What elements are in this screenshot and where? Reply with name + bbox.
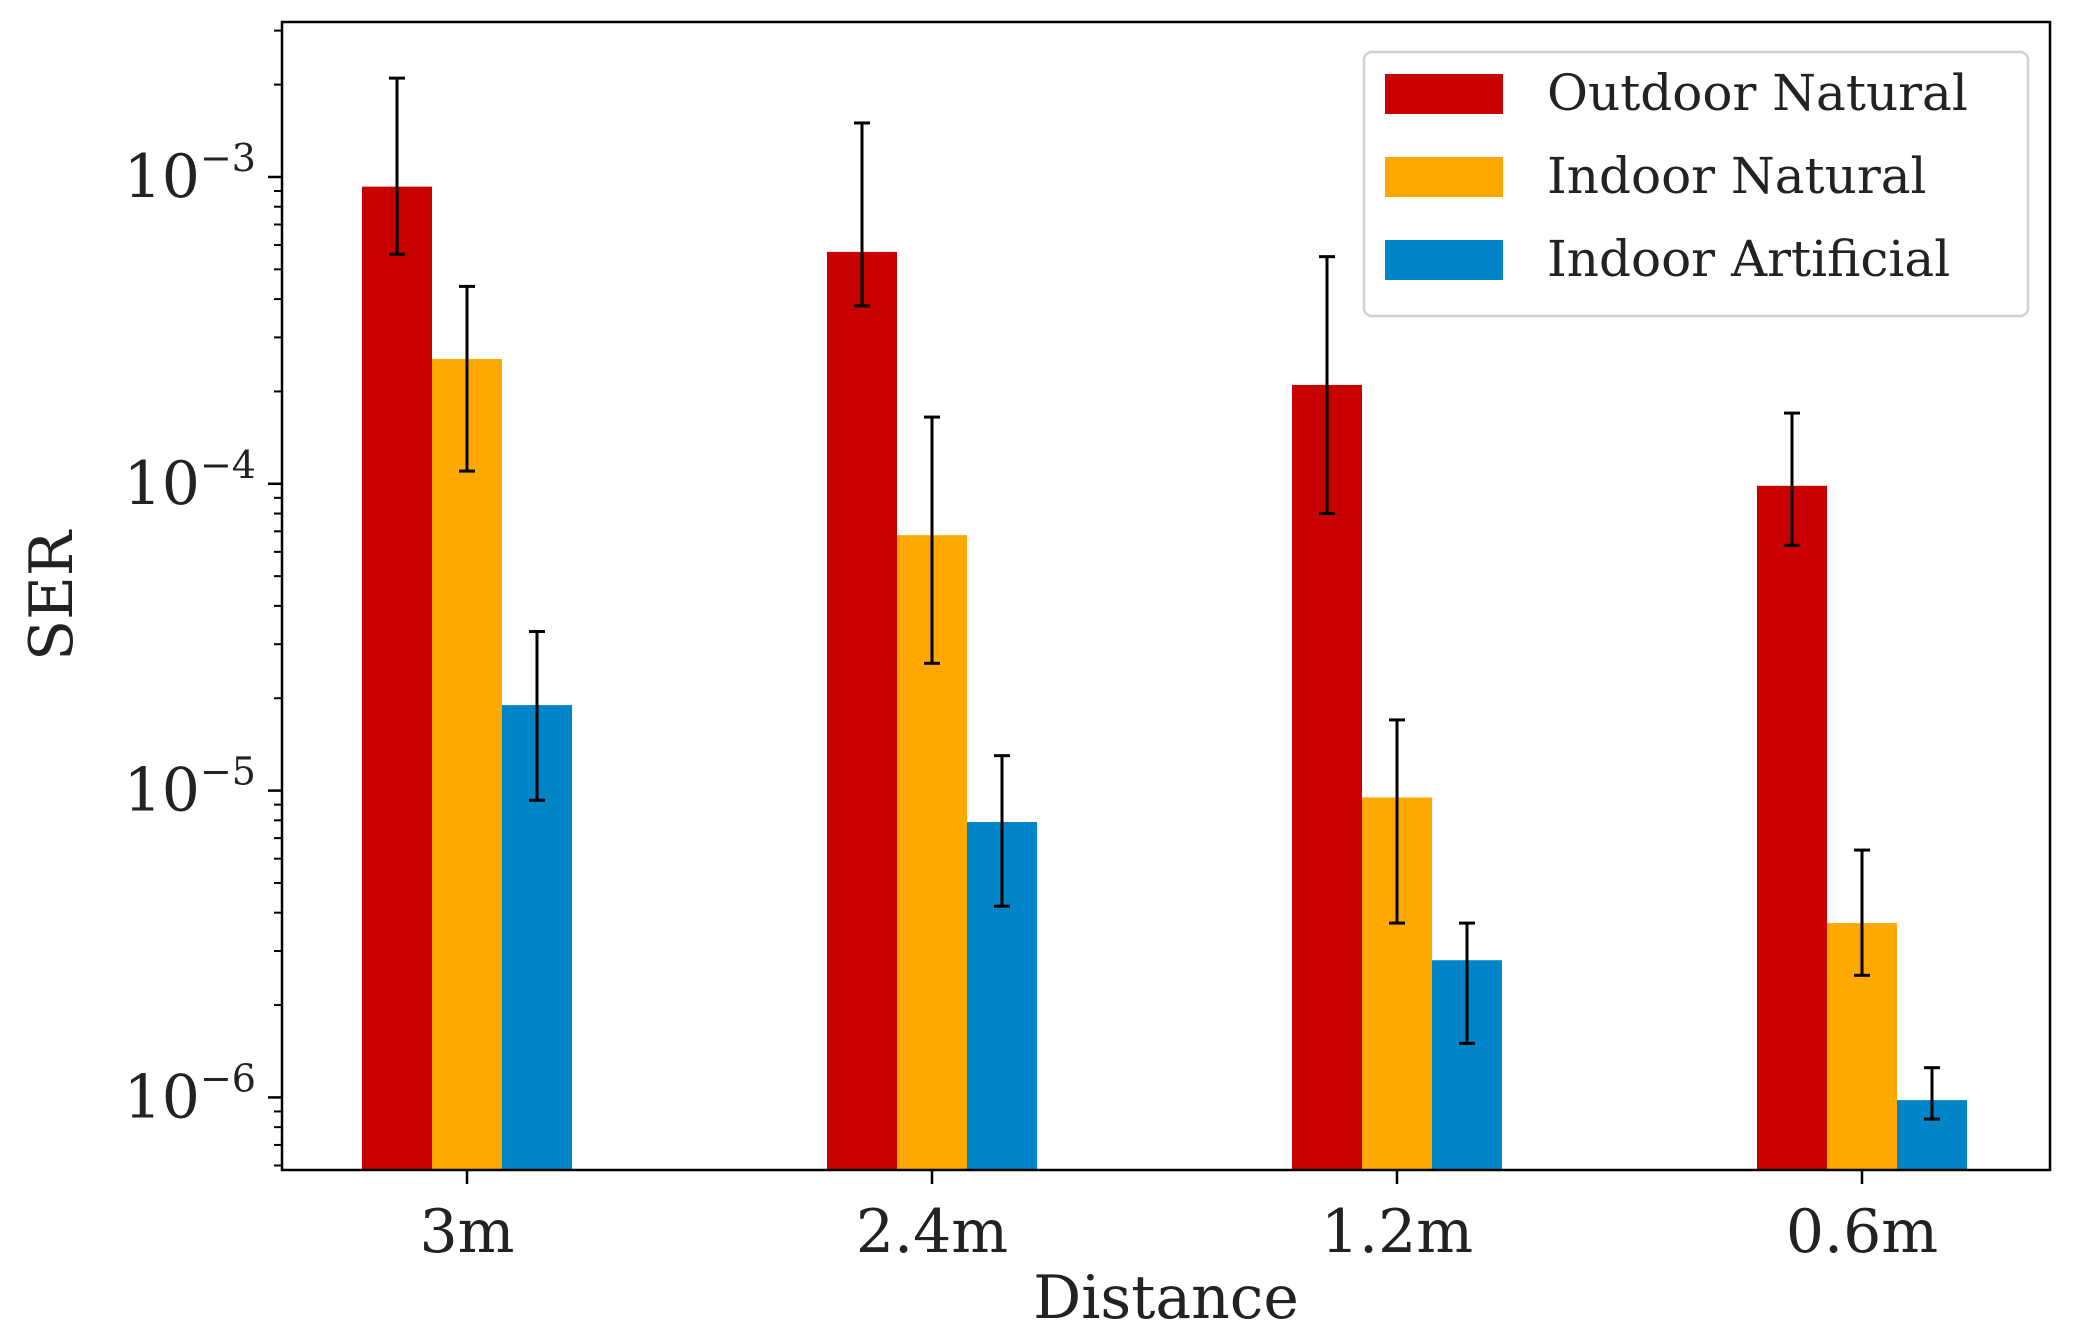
x-axis-label: Distance (1033, 1263, 1299, 1333)
x-tick-label-3m: 3m (419, 1197, 514, 1267)
x-tick-label-0.6m: 0.6m (1786, 1197, 1938, 1267)
bar-outdoor-natural-0.6m (1757, 485, 1827, 1170)
bar-outdoor-natural-2.4m (827, 251, 897, 1170)
legend-label-outdoor-natural: Outdoor Natural (1547, 64, 1968, 122)
x-tick-label-1.2m: 1.2m (1321, 1197, 1473, 1267)
legend: Outdoor Natural Indoor Natural Indoor Arti… (1362, 50, 2030, 318)
plot-frame (280, 20, 2052, 1172)
bars-layer (362, 186, 1967, 1170)
legend-frame (1362, 50, 2030, 318)
y-tick-label-0.00001: 10−5 (124, 750, 256, 826)
bar-outdoor-natural-1.2m (1292, 384, 1362, 1170)
x-axis: 3m 2.4m 1.2m 0.6m (419, 1170, 1938, 1267)
legend-label-indoor-natural: Indoor Natural (1547, 147, 1927, 205)
y-tick-label-0.000001: 10−6 (124, 1056, 256, 1132)
y-axis: 10−3 10−4 10−5 10−6 (124, 29, 282, 1167)
legend-swatch-indoor-artificial (1385, 240, 1503, 280)
x-tick-label-2.4m: 2.4m (856, 1197, 1008, 1267)
y-tick-label-0.0001: 10−4 (124, 443, 256, 519)
legend-swatch-indoor-natural (1385, 157, 1503, 197)
legend-label-indoor-artificial: Indoor Artificial (1547, 230, 1950, 288)
bar-indoor-natural-3m (432, 359, 502, 1170)
errorbars-layer (389, 76, 1940, 1121)
y-tick-label-0.001: 10−3 (124, 136, 256, 212)
y-axis-label: SER (17, 529, 87, 661)
legend-swatch-outdoor-natural (1385, 74, 1503, 114)
bar-outdoor-natural-3m (362, 186, 432, 1170)
